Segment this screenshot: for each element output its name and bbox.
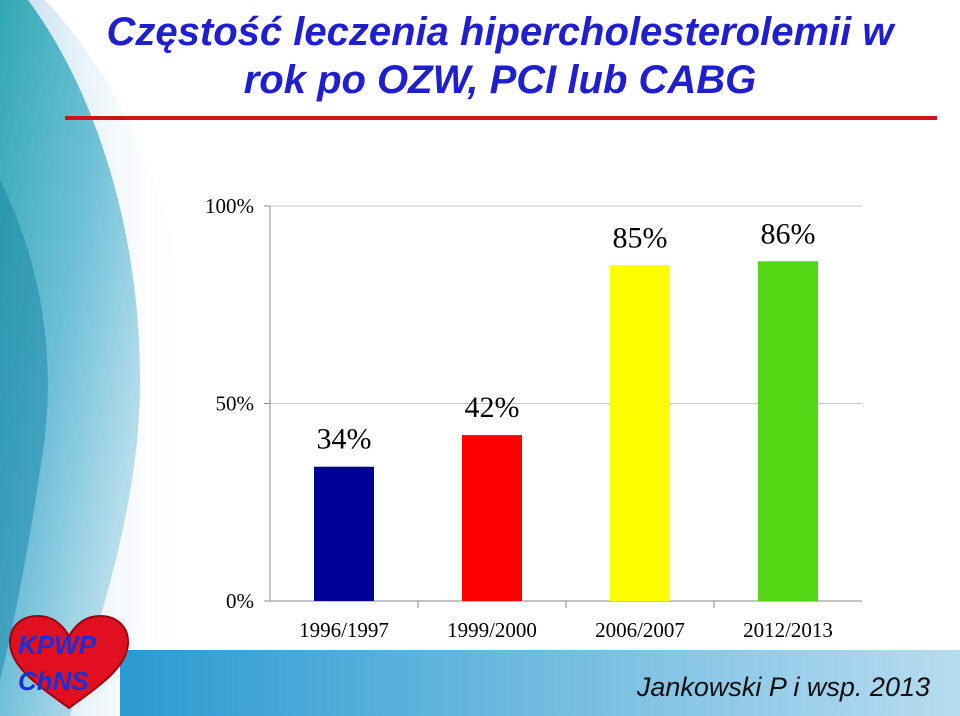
logo-text-line-1: KPWP [18, 630, 96, 660]
title-line-1: Częstość leczenia hipercholesterolemii w [106, 10, 894, 54]
y-tick-label: 50% [216, 392, 255, 416]
x-category-label: 1996/1997 [299, 618, 389, 642]
data-label: 34% [317, 423, 372, 456]
source-credit: Jankowski P i wsp. 2013 [636, 672, 930, 702]
bar-2006-2007 [610, 265, 670, 601]
x-category-label: 2006/2007 [595, 618, 685, 642]
data-label: 86% [761, 217, 816, 250]
title-line-2: rok po OZW, PCI lub CABG [243, 58, 757, 102]
heart-logo-icon [8, 614, 130, 710]
bar-2012-2013 [758, 261, 818, 601]
y-tick-label: 0% [226, 589, 254, 613]
x-category-label: 2012/2013 [743, 618, 833, 642]
bar-1996-1997 [314, 466, 374, 601]
logo-text-line-2: ChNS [18, 666, 89, 696]
slide-title: Częstość leczenia hipercholesterolemii w… [60, 8, 940, 104]
y-tick-label: 100% [205, 194, 254, 218]
x-category-label: 1999/2000 [447, 618, 537, 642]
data-label: 85% [613, 221, 668, 254]
data-label: 42% [465, 391, 520, 424]
bar-1999-2000 [462, 435, 522, 601]
title-underline [65, 116, 937, 120]
